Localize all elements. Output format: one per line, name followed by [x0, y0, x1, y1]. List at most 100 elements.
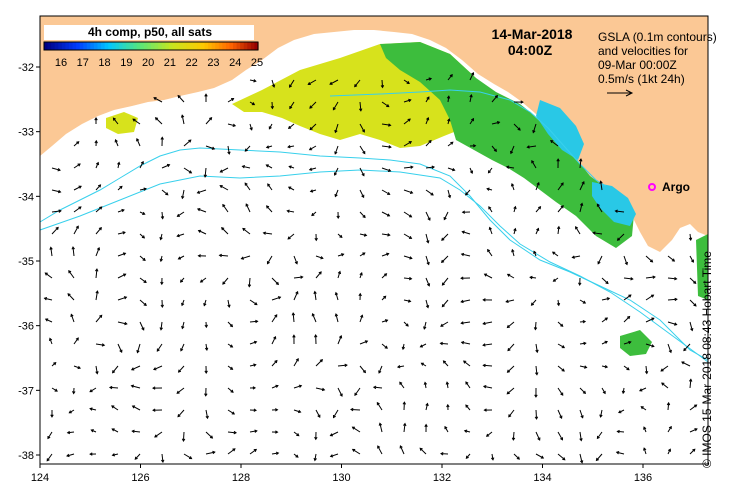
- velocity-arrow-icon: [293, 453, 299, 458]
- velocity-arrow-icon: [482, 298, 493, 302]
- velocity-arrow-icon: [334, 189, 339, 198]
- velocity-arrow-icon: [177, 365, 185, 373]
- velocity-arrow-icon: [579, 181, 585, 191]
- velocity-arrow-icon: [507, 343, 515, 352]
- velocity-arrow-icon: [403, 233, 413, 239]
- velocity-arrow-icon: [381, 101, 390, 108]
- velocity-arrow-icon: [440, 255, 449, 264]
- velocity-arrow-icon: [535, 453, 545, 459]
- velocity-arrow-icon: [204, 321, 208, 329]
- velocity-arrow-icon: [114, 139, 119, 147]
- velocity-arrow-icon: [286, 209, 295, 213]
- velocity-arrow-icon: [381, 123, 392, 127]
- velocity-arrow-icon: [315, 255, 324, 260]
- velocity-arrow-icon: [66, 430, 75, 435]
- velocity-arrow-icon: [73, 365, 81, 370]
- velocity-arrow-icon: [289, 101, 295, 110]
- velocity-arrow-icon: [575, 226, 581, 235]
- velocity-arrow-icon: [403, 255, 413, 260]
- velocity-arrow-icon: [131, 429, 141, 434]
- velocity-arrow-icon: [667, 321, 678, 326]
- velocity-arrow-icon: [551, 251, 559, 257]
- velocity-arrow-icon: [482, 321, 493, 326]
- velocity-arrow-icon: [460, 321, 471, 325]
- velocity-arrow-icon: [293, 275, 304, 279]
- velocity-arrow-icon: [95, 226, 102, 235]
- velocity-arrow-icon: [378, 365, 383, 374]
- velocity-arrow-icon: [177, 94, 185, 103]
- velocity-arrow-icon: [439, 341, 449, 346]
- land-area: [40, 16, 708, 252]
- velocity-arrow-icon: [488, 206, 493, 213]
- velocity-arrow-icon: [402, 401, 407, 411]
- sst-patch-east: [620, 234, 708, 356]
- velocity-arrow-icon: [599, 180, 603, 191]
- velocity-arrow-icon: [249, 363, 257, 367]
- velocity-arrow-icon: [197, 254, 207, 258]
- velocity-arrow-icon: [293, 409, 302, 414]
- velocity-arrow-icon: [597, 255, 603, 265]
- velocity-arrow-icon: [419, 447, 427, 455]
- velocity-arrow-icon: [381, 211, 391, 217]
- velocity-arrow-icon: [156, 343, 163, 352]
- velocity-arrow-icon: [601, 340, 608, 345]
- velocity-arrow-icon: [359, 167, 365, 177]
- velocity-arrow-icon: [204, 93, 208, 103]
- y-tick-label: -38: [18, 450, 34, 462]
- velocity-arrow-icon: [623, 255, 628, 266]
- velocity-arrow-icon: [443, 211, 449, 221]
- velocity-arrow-icon: [271, 430, 279, 434]
- velocity-arrow-icon: [89, 452, 97, 456]
- velocity-arrow-icon: [249, 429, 258, 433]
- velocity-arrow-icon: [266, 205, 273, 213]
- velocity-arrow-icon: [447, 73, 453, 81]
- velocity-arrow-icon: [73, 163, 81, 169]
- velocity-arrow-icon: [506, 387, 515, 395]
- velocity-arrow-icon: [469, 117, 475, 125]
- velocity-arrow-icon: [337, 253, 345, 257]
- velocity-arrow-icon: [247, 277, 252, 288]
- velocity-arrow-icon: [112, 117, 119, 125]
- velocity-arrow-icon: [315, 271, 322, 279]
- velocity-arrow-icon: [689, 404, 698, 411]
- x-tick-label: 130: [332, 472, 350, 484]
- velocity-arrow-icon: [465, 404, 471, 411]
- velocity-arrow-icon: [309, 189, 317, 193]
- velocity-arrow-icon: [176, 233, 185, 238]
- velocity-arrow-icon: [532, 123, 537, 134]
- velocity-arrow-icon: [425, 189, 434, 196]
- gsla-contour-2: [39, 169, 709, 363]
- velocity-arrow-icon: [533, 321, 538, 331]
- velocity-arrow-icon: [381, 319, 389, 323]
- velocity-arrow-icon: [292, 334, 296, 345]
- x-tick-label: 134: [533, 472, 551, 484]
- velocity-arrow-icon: [579, 431, 583, 442]
- colorbar-tick: 23: [207, 57, 219, 69]
- velocity-arrow-icon: [329, 431, 339, 437]
- velocity-arrow-icon: [643, 426, 647, 433]
- velocity-arrow-icon: [423, 321, 427, 330]
- velocity-arrow-icon: [623, 365, 630, 371]
- velocity-arrow-icon: [241, 165, 251, 169]
- velocity-arrow-icon: [378, 422, 383, 433]
- velocity-arrow-icon: [244, 145, 251, 152]
- velocity-arrow-icon: [441, 233, 449, 241]
- velocity-arrow-icon: [667, 343, 672, 354]
- velocity-arrow-icon: [51, 189, 62, 194]
- velocity-arrow-icon: [117, 231, 126, 235]
- velocity-arrow-icon: [153, 97, 163, 103]
- velocity-arrow-icon: [579, 409, 584, 419]
- velocity-arrow-icon: [139, 277, 147, 284]
- velocity-arrow-icon: [205, 409, 209, 420]
- velocity-arrow-icon: [334, 313, 339, 323]
- velocity-arrow-icon: [645, 343, 655, 348]
- velocity-arrow-icon: [139, 187, 147, 191]
- colorbar-tick: 25: [251, 57, 263, 69]
- velocity-arrow-icon: [152, 408, 163, 412]
- velocity-arrow-icon: [329, 79, 339, 85]
- velocity-arrow-icon: [359, 340, 369, 345]
- velocity-arrow-icon: [557, 409, 563, 419]
- velocity-arrow-icon: [403, 321, 409, 327]
- velocity-arrow-icon: [381, 252, 390, 257]
- colorbar-tick: 16: [55, 57, 67, 69]
